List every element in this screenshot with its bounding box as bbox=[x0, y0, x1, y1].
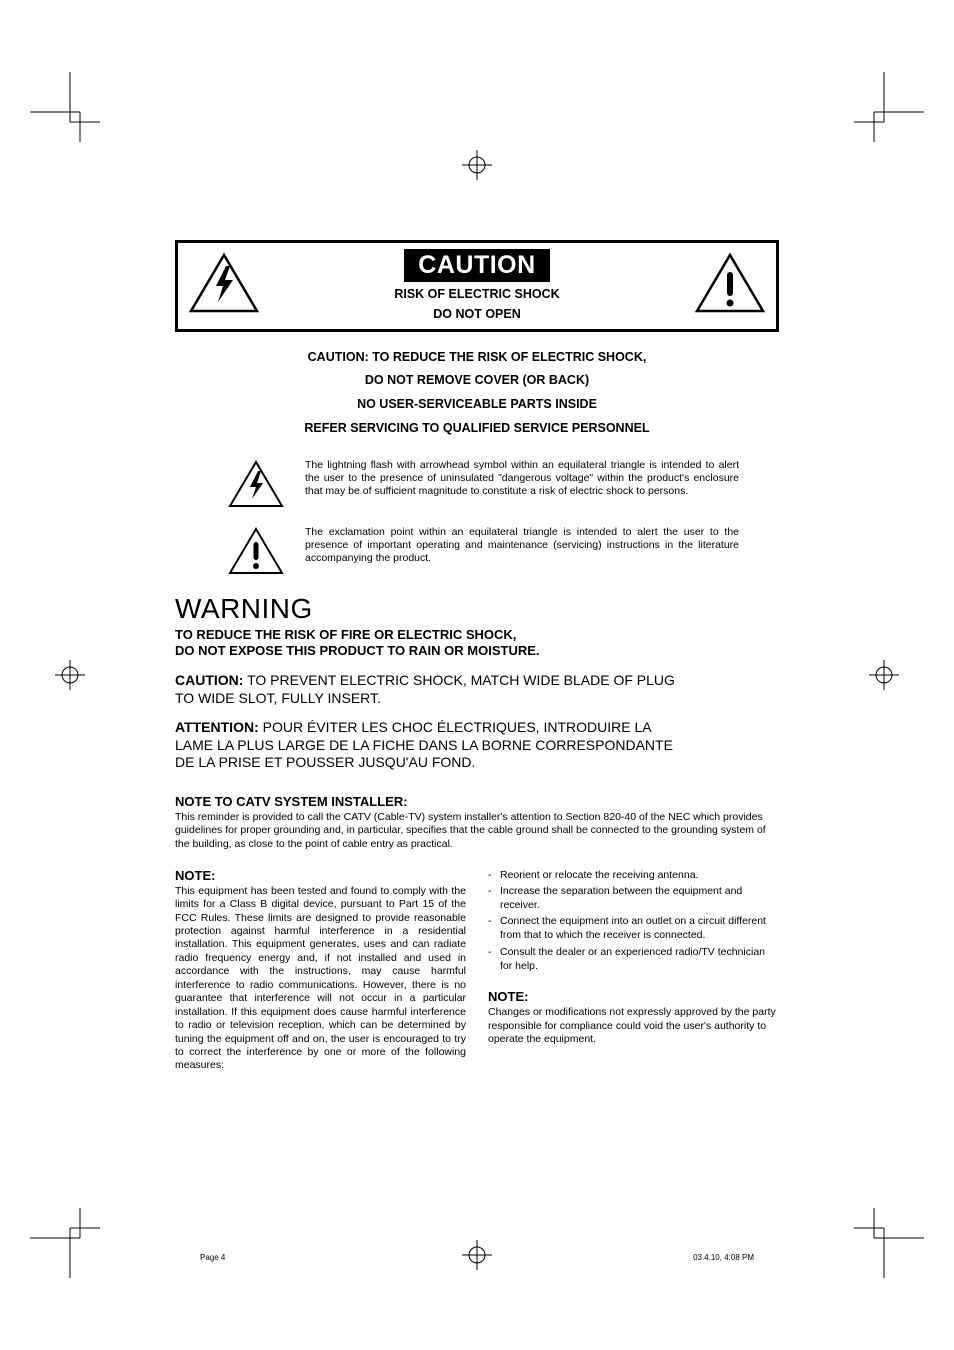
warning-heading: WARNING bbox=[175, 593, 779, 625]
bullet-text: Reorient or relocate the receiving anten… bbox=[500, 868, 779, 882]
right-column: -Reorient or relocate the receiving ante… bbox=[488, 868, 779, 1073]
caution-english-para: CAUTION: TO PREVENT ELECTRIC SHOCK, MATC… bbox=[175, 672, 685, 707]
footer-page-number: Page 4 bbox=[200, 1253, 225, 1262]
warning-line-2: DO NOT EXPOSE THIS PRODUCT TO RAIN OR MO… bbox=[175, 643, 779, 660]
caution-line-4: REFER SERVICING TO QUALIFIED SERVICE PER… bbox=[175, 417, 779, 441]
crop-mark-top-left bbox=[30, 72, 100, 142]
caution-title: CAUTION bbox=[404, 249, 549, 282]
lightning-triangle-small-icon bbox=[227, 496, 285, 513]
document-page: CAUTION RISK OF ELECTRIC SHOCK DO NOT OP… bbox=[175, 240, 779, 1073]
caution-risk-line: RISK OF ELECTRIC SHOCK bbox=[260, 286, 694, 302]
note-left-heading: NOTE: bbox=[175, 868, 466, 883]
note-left-body: This equipment has been tested and found… bbox=[175, 885, 466, 1073]
installer-heading: NOTE TO CATV SYSTEM INSTALLER: bbox=[175, 794, 779, 809]
left-column: NOTE: This equipment has been tested and… bbox=[175, 868, 466, 1073]
warning-line-1: TO REDUCE THE RISK OF FIRE OR ELECTRIC S… bbox=[175, 627, 779, 644]
crop-mark-top-right bbox=[854, 72, 924, 142]
caution-text-block: CAUTION: TO REDUCE THE RISK OF ELECTRIC … bbox=[175, 346, 779, 441]
footer-timestamp: 03.4.10, 4:08 PM bbox=[693, 1253, 754, 1262]
lightning-symbol-row: The lightning flash with arrowhead symbo… bbox=[175, 459, 779, 514]
two-column-notes: NOTE: This equipment has been tested and… bbox=[175, 868, 779, 1073]
note-right-body: Changes or modifications not expressly a… bbox=[488, 1006, 779, 1047]
bullet-text: Increase the separation between the equi… bbox=[500, 884, 779, 912]
caution-en-label: CAUTION: bbox=[175, 672, 243, 688]
caution-line-3: NO USER-SERVICEABLE PARTS INSIDE bbox=[175, 393, 779, 417]
bullet-item: -Connect the equipment into an outlet on… bbox=[488, 914, 779, 942]
note-right-heading: NOTE: bbox=[488, 989, 779, 1004]
attention-fr-label: ATTENTION: bbox=[175, 719, 259, 735]
caution-line-1: CAUTION: TO REDUCE THE RISK OF ELECTRIC … bbox=[175, 346, 779, 370]
exclamation-triangle-small-icon bbox=[227, 563, 285, 580]
crop-mark-bottom-right bbox=[854, 1208, 924, 1278]
exclamation-description: The exclamation point within an equilate… bbox=[305, 526, 779, 565]
bullet-item: -Consult the dealer or an experienced ra… bbox=[488, 945, 779, 973]
registration-mark-left bbox=[55, 660, 85, 690]
bullet-item: -Increase the separation between the equ… bbox=[488, 884, 779, 912]
bullet-text: Connect the equipment into an outlet on … bbox=[500, 914, 779, 942]
exclamation-symbol-row: The exclamation point within an equilate… bbox=[175, 526, 779, 581]
registration-mark-top bbox=[462, 150, 492, 180]
lightning-description: The lightning flash with arrowhead symbo… bbox=[305, 459, 779, 498]
exclamation-triangle-icon bbox=[694, 252, 766, 319]
registration-mark-right bbox=[869, 660, 899, 690]
crop-mark-bottom-left bbox=[30, 1208, 100, 1278]
caution-en-body: TO PREVENT ELECTRIC SHOCK, MATCH WIDE BL… bbox=[175, 672, 675, 706]
attention-french-para: ATTENTION: POUR ÉVITER LES CHOC ÉLECTRIQ… bbox=[175, 719, 685, 772]
bullet-item: -Reorient or relocate the receiving ante… bbox=[488, 868, 779, 882]
bullet-text: Consult the dealer or an experienced rad… bbox=[500, 945, 779, 973]
page-footer: Page 4 03.4.10, 4:08 PM bbox=[0, 1253, 954, 1262]
caution-box: CAUTION RISK OF ELECTRIC SHOCK DO NOT OP… bbox=[175, 240, 779, 332]
bullet-list: -Reorient or relocate the receiving ante… bbox=[488, 868, 779, 973]
caution-line-2: DO NOT REMOVE COVER (OR BACK) bbox=[175, 369, 779, 393]
installer-body: This reminder is provided to call the CA… bbox=[175, 811, 779, 852]
caution-open-line: DO NOT OPEN bbox=[260, 306, 694, 322]
lightning-triangle-icon bbox=[188, 252, 260, 319]
